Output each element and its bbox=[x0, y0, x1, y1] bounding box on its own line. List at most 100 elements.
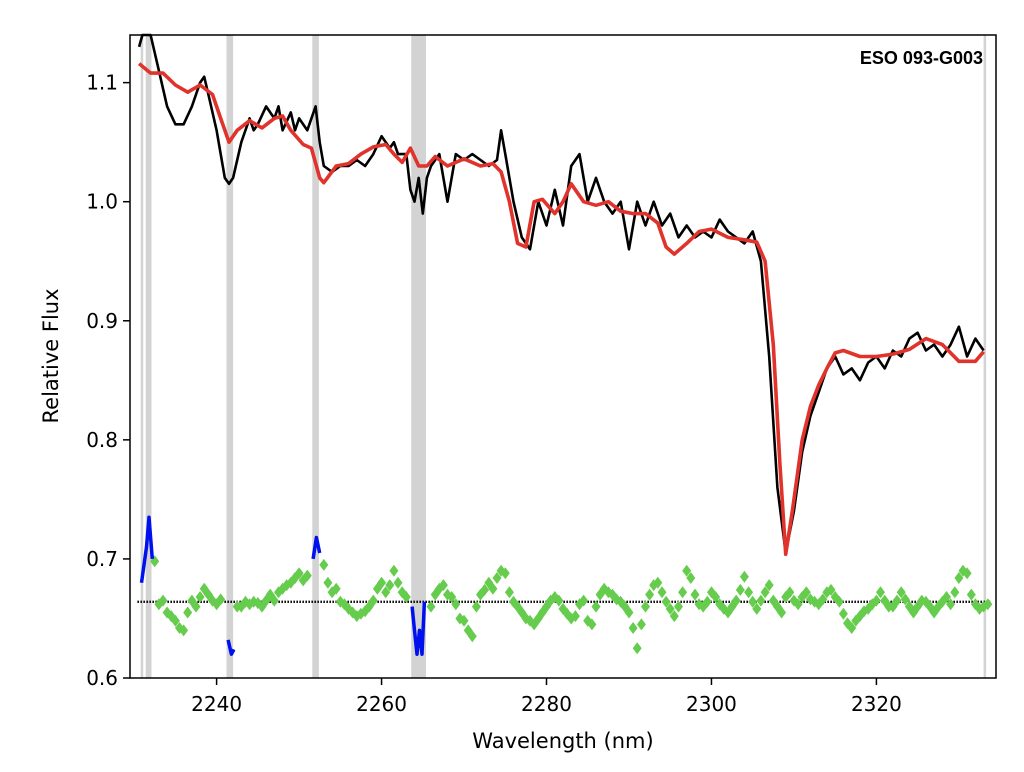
residual-point bbox=[760, 586, 770, 599]
residual-point bbox=[892, 594, 902, 607]
model-line bbox=[137, 62, 985, 556]
residual-points bbox=[150, 555, 993, 655]
galaxy-annotation: ESO 093-G003 bbox=[860, 48, 983, 68]
mask-region-4 bbox=[411, 35, 426, 678]
residual-point bbox=[492, 572, 502, 584]
residual-point bbox=[818, 593, 828, 606]
residual-point bbox=[447, 591, 457, 603]
residual-point bbox=[480, 583, 490, 596]
residual-point bbox=[377, 576, 387, 589]
residual-point bbox=[579, 594, 589, 607]
residual-point bbox=[624, 606, 634, 619]
residual-point bbox=[570, 610, 580, 623]
residual-point bbox=[942, 591, 951, 603]
residual-point bbox=[393, 576, 403, 589]
residual-point bbox=[645, 588, 655, 601]
residual-point bbox=[826, 583, 836, 596]
y-tick-label: 0.9 bbox=[86, 309, 118, 333]
residual-point bbox=[801, 586, 811, 599]
residual-point bbox=[319, 558, 329, 571]
residual-point bbox=[657, 586, 667, 599]
residual-point bbox=[636, 618, 646, 631]
residual-point bbox=[793, 598, 803, 611]
y-tick-label: 1.1 bbox=[86, 71, 118, 95]
mask-region-3 bbox=[312, 35, 319, 678]
residual-point bbox=[834, 595, 844, 608]
residual-point bbox=[748, 595, 758, 608]
masked-residual-segment-0 bbox=[139, 515, 155, 583]
residual-point bbox=[744, 586, 754, 599]
residual-point bbox=[183, 606, 193, 619]
residual-point bbox=[954, 572, 964, 584]
residual-point bbox=[653, 576, 663, 589]
mask-region-0 bbox=[140, 35, 144, 678]
masked-residual-lines bbox=[139, 515, 427, 656]
residual-point bbox=[847, 622, 857, 634]
residual-point bbox=[900, 593, 910, 606]
mask-region-1 bbox=[145, 35, 152, 678]
residual-point bbox=[661, 595, 671, 608]
model-spectrum bbox=[137, 62, 985, 556]
residual-point bbox=[591, 600, 601, 613]
residual-point bbox=[191, 600, 201, 613]
residual-point bbox=[500, 567, 510, 580]
residual-point bbox=[587, 618, 597, 631]
residual-point bbox=[946, 598, 956, 611]
residual-point bbox=[777, 606, 787, 619]
residual-point bbox=[674, 600, 683, 613]
masked-residual-segment-1 bbox=[226, 639, 236, 656]
x-tick-label: 2280 bbox=[521, 692, 572, 716]
residual-point bbox=[678, 586, 688, 599]
residual-point bbox=[876, 586, 885, 599]
residual-point bbox=[838, 607, 848, 620]
x-tick-label: 2300 bbox=[686, 692, 737, 716]
residual-point bbox=[764, 579, 774, 592]
residual-point bbox=[426, 600, 436, 613]
residual-point bbox=[690, 588, 700, 601]
residual-point bbox=[731, 594, 741, 607]
residual-point bbox=[966, 588, 976, 601]
x-tick-label: 2320 bbox=[851, 692, 902, 716]
residual-point bbox=[170, 614, 180, 627]
y-axis-ticks: 0.6 0.7 0.8 0.9 1.0 1.1 bbox=[86, 71, 130, 690]
residual-point bbox=[641, 600, 650, 613]
residual-point bbox=[686, 572, 696, 584]
residual-point bbox=[554, 594, 564, 607]
residual-point bbox=[739, 570, 749, 583]
plot-frame bbox=[129, 34, 997, 679]
masked-residual-segment-3 bbox=[410, 601, 427, 656]
residual-point bbox=[385, 579, 395, 592]
mask-region-2 bbox=[226, 35, 234, 678]
residual-point bbox=[195, 591, 205, 603]
observed-line bbox=[137, 33, 985, 555]
residual-point bbox=[216, 593, 226, 606]
residual-point bbox=[504, 586, 514, 599]
masked-residual-segment-2 bbox=[311, 535, 322, 560]
residual-point bbox=[735, 583, 745, 596]
residual-point bbox=[438, 579, 448, 592]
residual-point bbox=[249, 595, 259, 608]
residual-point bbox=[871, 594, 881, 607]
y-tick-label: 1.0 bbox=[86, 190, 118, 214]
residual-point bbox=[368, 594, 378, 607]
x-axis-title: Wavelength (nm) bbox=[472, 729, 653, 753]
residual-point bbox=[756, 594, 766, 607]
y-tick-label: 0.8 bbox=[86, 428, 118, 452]
y-tick-label: 0.6 bbox=[86, 666, 118, 690]
residual-point bbox=[896, 586, 906, 599]
residual-point bbox=[950, 586, 960, 599]
residual-point bbox=[983, 598, 993, 611]
residual-point bbox=[381, 586, 391, 599]
x-tick-label: 2260 bbox=[356, 692, 407, 716]
residual-point bbox=[179, 624, 189, 637]
residual-point bbox=[467, 630, 477, 643]
residual-point bbox=[962, 567, 972, 580]
residual-point bbox=[702, 595, 712, 608]
residual-point bbox=[669, 610, 679, 623]
residual-point bbox=[752, 602, 762, 615]
y-tick-label: 0.7 bbox=[86, 547, 118, 571]
residual-point bbox=[628, 622, 638, 634]
residual-point bbox=[785, 586, 795, 599]
residual-point bbox=[682, 564, 692, 577]
